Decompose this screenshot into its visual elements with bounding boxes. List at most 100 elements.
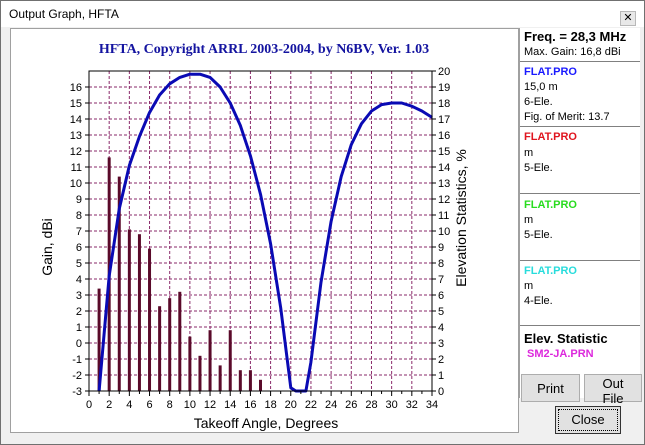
y2-tick-label: 20 [438,66,450,78]
y-tick-label: -2 [72,370,82,382]
antenna-1-height: 15,0 m [524,81,558,93]
y2-tick-label: 13 [438,178,450,190]
chart-area: -3 -2 -1 0 1 2 3 4 5 6 7 8 9 10 11 12 13 14 15 16 0 1 2 3 4 5 6 7 8 9… [10,28,519,433]
x-tick-label: 16 [244,399,256,411]
antenna-3-height: m [524,214,534,226]
y2-tick-label: 8 [438,258,444,270]
x-tick-label: 34 [426,399,438,411]
legend-panel: Freq. = 28,3 MHz Max. Gain: 16,8 dBi FLA… [519,28,640,398]
y-tick-label: 8 [76,210,82,222]
antenna-4-elements: 4-Ele. [524,295,553,307]
y2-tick-label: 12 [438,194,450,206]
elevation-bar [238,370,242,391]
window-close-icon[interactable]: ✕ [620,11,636,26]
elevation-bar [228,330,232,391]
elevation-bar [178,291,182,391]
legend-divider [520,260,640,261]
y2-axis-label: Elevation Statistics, % [453,149,469,287]
title-bar[interactable]: Output Graph, HFTA ✕ [1,1,644,27]
x-tick-label: 0 [86,399,92,411]
antenna-1-file: FLAT.PRO [524,66,577,78]
elevation-bar [158,306,162,391]
y2-tick-label: 14 [438,162,450,174]
y2-tick-label: 15 [438,146,450,158]
elevation-bar [188,336,192,391]
x-tick-label: 6 [146,399,152,411]
gain-chart: -3-2-10123456789101112131415160123456789… [39,42,469,431]
max-gain-text: Max. Gain: 16,8 dBi [524,46,621,58]
y-tick-label: 15 [70,98,82,110]
chart-title: HFTA, Copyright ARRL 2003-2004, by N6BV,… [99,42,429,57]
x-tick-label: 20 [285,399,297,411]
y-axis-label: Gain, dBi [39,218,55,276]
y2-tick-label: 16 [438,130,450,142]
close-button[interactable]: Close [555,406,621,434]
antenna-2-height: m [524,147,534,159]
y2-tick-label: 3 [438,338,444,350]
antenna-2-file: FLAT.PRO [524,131,577,143]
antenna-4-height: m [524,280,534,292]
frequency-text: Freq. = 28,3 MHz [524,29,627,44]
y-tick-label: 5 [76,258,82,270]
y-tick-label: 14 [70,114,82,126]
y-tick-label: 16 [70,82,82,94]
elev-statistic-header: Elev. Statistic [524,331,608,346]
y2-tick-label: 6 [438,290,444,302]
y-tick-label: 11 [71,162,82,174]
print-button[interactable]: Print [521,374,580,402]
y-tick-label: -1 [72,354,82,366]
y-tick-label: 6 [76,242,82,254]
y2-tick-label: 1 [438,370,444,382]
antenna-3-elements: 5-Ele. [524,229,553,241]
y2-tick-label: 17 [438,114,450,126]
elevation-bar [137,234,141,391]
y-tick-label: 2 [76,306,82,318]
elevation-bar [218,365,222,391]
x-tick-label: 2 [106,399,112,411]
x-tick-label: 18 [264,399,276,411]
y2-tick-label: 2 [438,354,444,366]
y-tick-label: 4 [76,274,82,286]
x-axis-label: Takeoff Angle, Degrees [194,415,339,431]
y-tick-label: 3 [76,290,82,302]
y2-tick-label: 5 [438,306,444,318]
y2-tick-label: 7 [438,274,444,286]
y2-tick-label: 4 [438,322,444,334]
elevation-bar [259,379,262,391]
antenna-1-merit: Fig. of Merit: 13.7 [524,111,610,123]
elev-statistic-file: SM2-JA.PRN [527,348,594,360]
elevation-bar [97,288,101,391]
legend-divider [520,325,640,326]
antenna-3-file: FLAT.PRO [524,199,577,211]
x-tick-label: 26 [345,399,357,411]
y-tick-label: 13 [70,130,82,142]
y2-tick-label: 11 [438,210,449,222]
x-tick-label: 4 [126,399,132,411]
y2-tick-label: 10 [438,226,450,238]
y2-tick-label: 19 [438,82,450,94]
elevation-bar [148,248,152,391]
gain-curve-line [97,72,433,393]
x-tick-label: 10 [184,399,196,411]
x-tick-label: 14 [224,399,236,411]
out-file-button[interactable]: Out File [584,374,642,406]
elevation-bar [168,298,172,391]
antenna-1-elements: 6-Ele. [524,96,553,108]
x-tick-label: 32 [406,399,418,411]
elevation-bar [127,229,131,391]
legend-divider [520,61,640,62]
close-button-label: Close [571,412,605,427]
y-tick-label: 1 [76,322,82,334]
x-tick-label: 28 [365,399,377,411]
y-tick-label: 9 [76,194,82,206]
y2-tick-label: 9 [438,242,444,254]
window-title: Output Graph, HFTA [9,7,119,21]
x-tick-label: 8 [167,399,173,411]
y-tick-label: 0 [76,338,82,350]
x-tick-label: 22 [305,399,317,411]
y2-tick-label: 0 [438,386,444,398]
antenna-4-file: FLAT.PRO [524,265,577,277]
elevation-bar [208,330,212,391]
y-tick-label: 10 [70,178,82,190]
elevation-bar [248,370,252,391]
